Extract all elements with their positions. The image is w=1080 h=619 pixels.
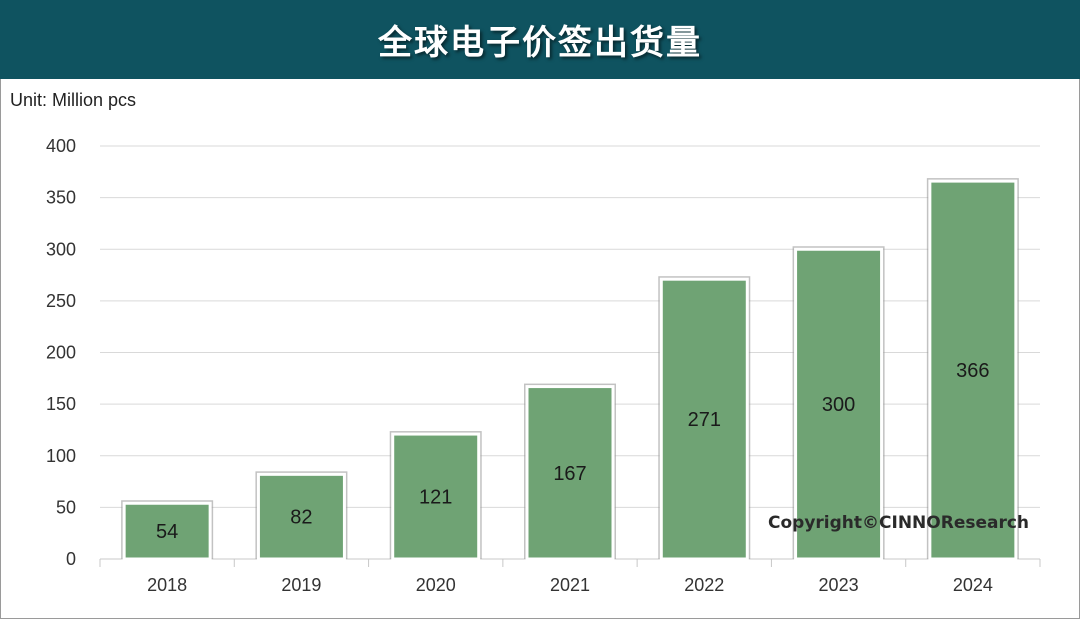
y-tick-label: 400 xyxy=(46,136,76,156)
unit-label: Unit: Million pcs xyxy=(10,90,137,110)
y-tick-label: 200 xyxy=(46,343,76,363)
chart-title: 全球电子价签出货量 xyxy=(378,23,702,63)
copyright-watermark: Copyright©CINNOResearch xyxy=(768,513,1030,533)
x-tick-label: 2019 xyxy=(281,575,321,595)
x-tick-label: 2020 xyxy=(416,575,456,595)
y-tick-label: 350 xyxy=(46,188,76,208)
bar-2020 xyxy=(391,432,481,561)
y-tick-label: 300 xyxy=(46,239,76,259)
bar-2024 xyxy=(928,179,1018,561)
chart-header: 全球电子价签出货量 xyxy=(0,0,1080,79)
y-tick-label: 250 xyxy=(46,291,76,311)
y-axis-ticks: 0 50 100 150 200 250 300 350 400 xyxy=(46,136,76,569)
bar-value-label: 167 xyxy=(553,463,586,485)
bar-2021 xyxy=(525,385,615,561)
x-tick-label: 2024 xyxy=(953,575,993,595)
bar-value-label: 271 xyxy=(688,409,721,431)
y-tick-label: 0 xyxy=(66,549,76,569)
bar-value-label: 366 xyxy=(956,360,989,382)
bar-2019 xyxy=(256,472,346,561)
y-tick-label: 150 xyxy=(46,394,76,414)
bar-value-label: 54 xyxy=(156,521,178,543)
x-tick-label: 2018 xyxy=(147,575,187,595)
x-tick-label: 2021 xyxy=(550,575,590,595)
x-tick-label: 2023 xyxy=(819,575,859,595)
x-axis-ticks: 2018 2019 2020 2021 2022 2023 2024 xyxy=(99,559,1041,595)
bar-value-label: 300 xyxy=(822,394,855,416)
bar-2018 xyxy=(122,501,212,561)
bar-value-label: 82 xyxy=(290,507,312,529)
bars: 54 82 121 167 271 300 366 xyxy=(121,178,1019,561)
bar-2022 xyxy=(659,277,749,561)
bar-value-label: 121 xyxy=(419,487,452,509)
bar-2023 xyxy=(794,247,884,561)
y-tick-label: 50 xyxy=(56,497,76,517)
x-tick-label: 2022 xyxy=(684,575,724,595)
y-tick-label: 100 xyxy=(46,446,76,466)
